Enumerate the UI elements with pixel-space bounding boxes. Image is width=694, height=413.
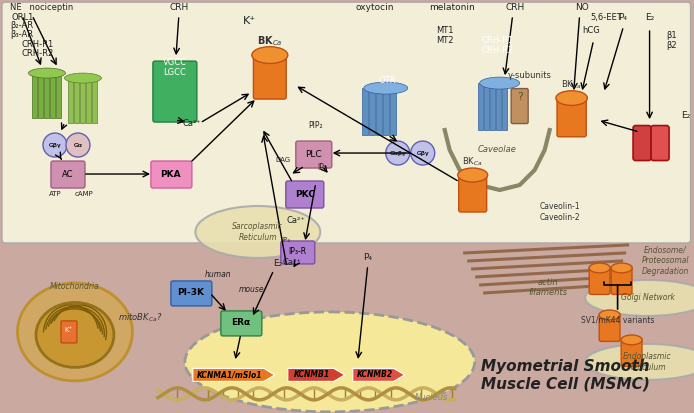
Bar: [369, 88, 375, 135]
Text: melatonin: melatonin: [429, 3, 475, 12]
Bar: [390, 88, 396, 135]
Bar: [74, 78, 79, 123]
Bar: [92, 78, 97, 123]
Text: hCG: hCG: [583, 26, 600, 35]
Ellipse shape: [17, 283, 133, 381]
Text: CRH-R2: CRH-R2: [22, 49, 54, 58]
FancyArrow shape: [353, 368, 405, 381]
Text: CRH-R1
CRH-R2: CRH-R1 CRH-R2: [482, 36, 514, 55]
Bar: [490, 83, 495, 130]
FancyBboxPatch shape: [511, 88, 528, 123]
FancyBboxPatch shape: [296, 141, 332, 168]
Text: cAMP: cAMP: [74, 191, 93, 197]
Text: Caveolae: Caveolae: [477, 145, 516, 154]
Bar: [375, 88, 382, 135]
Text: mouse: mouse: [239, 285, 264, 294]
Text: Ca²⁺: Ca²⁺: [287, 216, 305, 225]
Text: β₂-AR: β₂-AR: [10, 21, 33, 30]
Text: PI-3K: PI-3K: [178, 288, 204, 297]
Text: Gαβγ: Gαβγ: [389, 150, 406, 156]
Text: ATP: ATP: [49, 191, 61, 197]
Text: Gβγ: Gβγ: [49, 142, 61, 147]
Ellipse shape: [480, 77, 520, 89]
Text: PKA: PKA: [160, 169, 181, 178]
Text: DAG: DAG: [276, 157, 290, 163]
Ellipse shape: [589, 263, 610, 273]
Bar: [69, 78, 74, 123]
Text: P₄: P₄: [618, 13, 627, 22]
Text: Gαβγ: Gαβγ: [391, 150, 405, 156]
FancyBboxPatch shape: [153, 61, 197, 122]
Text: Gβγ: Gβγ: [416, 150, 429, 156]
FancyBboxPatch shape: [611, 266, 632, 294]
Bar: [496, 83, 500, 130]
Text: Endoplasmic
Reticulum: Endoplasmic Reticulum: [623, 352, 672, 372]
Text: CRH: CRH: [505, 3, 524, 12]
Ellipse shape: [585, 344, 694, 380]
FancyBboxPatch shape: [557, 96, 586, 137]
Bar: [362, 88, 368, 135]
Ellipse shape: [36, 302, 114, 368]
Text: OTR: OTR: [379, 76, 396, 85]
FancyBboxPatch shape: [253, 53, 286, 99]
Circle shape: [386, 141, 409, 165]
Text: mitoBK$_{Ca}$?: mitoBK$_{Ca}$?: [118, 312, 162, 324]
Circle shape: [411, 141, 434, 165]
Text: BK$_{Ca}$: BK$_{Ca}$: [561, 78, 582, 90]
Text: CRH-R1: CRH-R1: [22, 40, 54, 49]
Text: PLC: PLC: [305, 150, 322, 159]
Bar: [502, 83, 507, 130]
Text: E₂: E₂: [645, 13, 654, 22]
Ellipse shape: [196, 206, 321, 258]
Text: BK$_{Ca}$: BK$_{Ca}$: [257, 34, 282, 48]
Text: Gα: Gα: [74, 142, 83, 147]
FancyBboxPatch shape: [61, 321, 77, 343]
Ellipse shape: [252, 47, 288, 64]
FancyBboxPatch shape: [51, 161, 85, 188]
Text: BK$_{Ca}$: BK$_{Ca}$: [462, 155, 483, 168]
Ellipse shape: [599, 310, 620, 320]
Ellipse shape: [65, 73, 101, 83]
Text: β1
β2: β1 β2: [666, 31, 677, 50]
FancyBboxPatch shape: [171, 281, 212, 306]
Text: VGCC
LGCC: VGCC LGCC: [163, 58, 187, 77]
Text: E₂: E₂: [681, 111, 690, 120]
Text: 5,6-EET: 5,6-EET: [591, 13, 623, 22]
Text: Ca²⁺: Ca²⁺: [282, 258, 301, 267]
Text: E₂: E₂: [273, 259, 282, 268]
Text: IP₃: IP₃: [316, 163, 327, 172]
Ellipse shape: [585, 280, 694, 316]
Bar: [87, 78, 92, 123]
Circle shape: [66, 133, 90, 157]
Text: Gβγ: Gβγ: [416, 150, 429, 156]
Text: human: human: [205, 270, 231, 279]
FancyBboxPatch shape: [621, 338, 642, 366]
Text: P₄: P₄: [363, 253, 372, 262]
Bar: [477, 83, 483, 130]
Text: ?: ?: [517, 92, 523, 102]
Text: Gβγ: Gβγ: [49, 142, 61, 147]
Text: KCNMA1/mSlo1: KCNMA1/mSlo1: [197, 370, 262, 380]
Text: NO: NO: [575, 3, 589, 12]
FancyBboxPatch shape: [151, 161, 192, 188]
Text: oxytocin: oxytocin: [355, 3, 394, 12]
Text: γ-subunits: γ-subunits: [508, 71, 552, 80]
Text: K⁺: K⁺: [244, 16, 256, 26]
Bar: [38, 73, 44, 118]
Text: actin
filaments: actin filaments: [528, 278, 567, 297]
FancyBboxPatch shape: [651, 126, 669, 161]
Ellipse shape: [611, 263, 632, 273]
Text: KCNMB1: KCNMB1: [294, 370, 330, 380]
Text: CRH: CRH: [169, 3, 189, 12]
Text: KCNMB2: KCNMB2: [357, 370, 393, 380]
Ellipse shape: [185, 312, 475, 412]
Text: NE   nociceptin: NE nociceptin: [10, 3, 74, 12]
Text: β₃-AR: β₃-AR: [10, 30, 33, 39]
Text: K⁺: K⁺: [65, 327, 73, 333]
Bar: [484, 83, 489, 130]
FancyBboxPatch shape: [281, 241, 315, 264]
Text: Myometrial Smooth
Muscle Cell (MSMC): Myometrial Smooth Muscle Cell (MSMC): [481, 358, 650, 391]
Text: ORL1: ORL1: [12, 13, 35, 22]
Ellipse shape: [28, 68, 65, 78]
